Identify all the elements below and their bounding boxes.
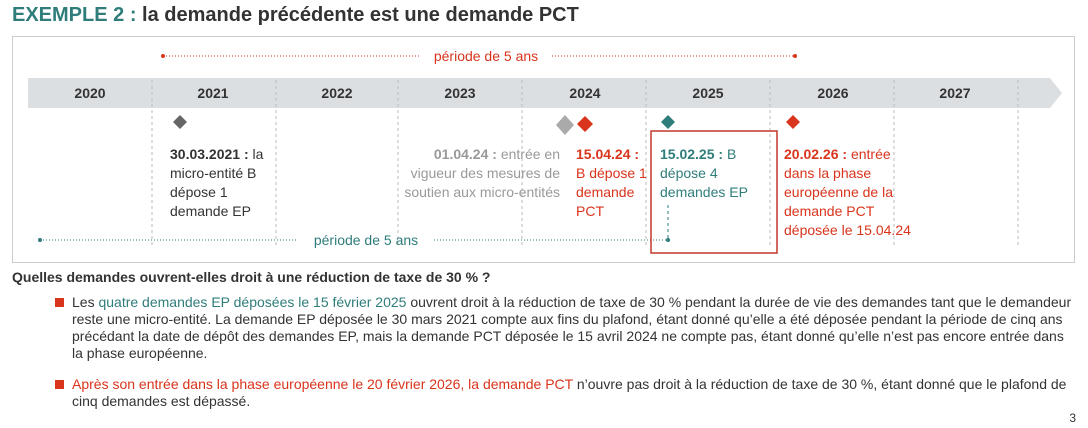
- range-end: [666, 238, 670, 242]
- event-date: 15.02.25 :: [660, 146, 723, 162]
- event-date: 30.03.2021 :: [170, 146, 249, 162]
- band: [28, 78, 1062, 108]
- range-end: [161, 54, 165, 58]
- run: Les: [72, 294, 95, 310]
- diamond: [661, 115, 675, 129]
- event-date: 20.02.26 :: [784, 146, 847, 162]
- year: 2021: [197, 85, 228, 101]
- run: Après son entrée dans la phase européenn…: [72, 376, 573, 392]
- year: 2025: [692, 85, 723, 101]
- event: 15.02.25 : B dépose 4 demandes EP: [660, 145, 768, 202]
- range-end: [793, 54, 797, 58]
- year: 2023: [444, 85, 475, 101]
- range-label: période de 5 ans: [314, 232, 418, 248]
- year: 2022: [321, 85, 352, 101]
- diamond: [556, 115, 574, 135]
- page-number: 3: [1069, 411, 1076, 425]
- event-text: B dépose 1 demande PCT: [576, 165, 647, 219]
- year: 2020: [74, 85, 105, 101]
- question: Quelles demandes ouvrent-elles droit à u…: [12, 269, 490, 285]
- year: 2026: [817, 85, 848, 101]
- run: quatre demandes EP déposées le 15 févrie…: [98, 294, 406, 310]
- diamond: [577, 116, 593, 132]
- bullet: Les quatre demandes EP déposées le 15 fé…: [72, 294, 1072, 362]
- bullet: Après son entrée dans la phase européenn…: [72, 376, 1072, 410]
- event: 20.02.26 : entrée dans la phase européen…: [784, 145, 916, 240]
- diamond: [786, 115, 800, 129]
- year: 2024: [569, 85, 600, 101]
- event: 30.03.2021 : la micro-entité B dépose 1 …: [170, 145, 288, 221]
- event-date: 15.04.24 :: [576, 146, 639, 162]
- timeline: 2020 2021 2022 2023 2024 2025 2026 2027 …: [0, 0, 1088, 270]
- year: 2027: [939, 85, 970, 101]
- diamond: [173, 115, 187, 129]
- event-date: 01.04.24 :: [434, 146, 497, 162]
- range-end: [38, 238, 42, 242]
- event: 15.04.24 : B dépose 1 demande PCT: [576, 145, 648, 221]
- event: 01.04.24 : entrée en vigueur des mesures…: [402, 145, 560, 202]
- range-label: période de 5 ans: [434, 48, 538, 64]
